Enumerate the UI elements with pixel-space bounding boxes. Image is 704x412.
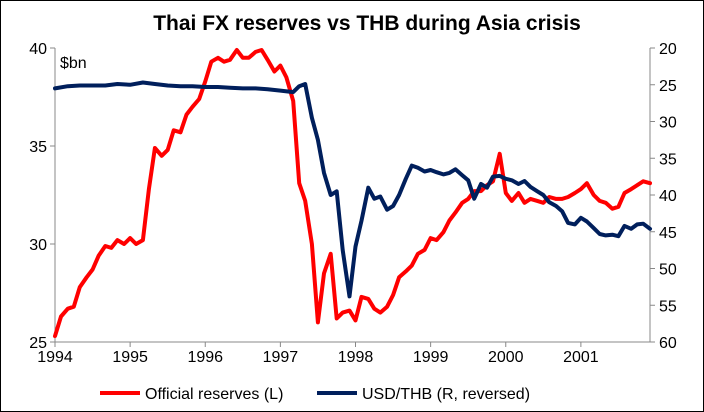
chart-title: Thai FX reserves vs THB during Asia cris… xyxy=(153,12,581,35)
legend: Official reserves (L) USD/THB (R, revers… xyxy=(100,386,530,403)
left-tick-label: 40 xyxy=(29,41,47,58)
x-tick-label: 1994 xyxy=(37,349,73,366)
legend-label-usd-thb: USD/THB (R, reversed) xyxy=(362,386,530,403)
left-tick-label: 35 xyxy=(29,139,47,156)
legend-label-official-reserves: Official reserves (L) xyxy=(145,386,283,403)
right-tick-label: 60 xyxy=(659,335,677,352)
right-tick-label: 50 xyxy=(659,262,677,279)
right-tick-label: 35 xyxy=(659,151,677,168)
x-tick-label: 1996 xyxy=(187,349,223,366)
left-axis-ticks: 25 30 35 40 xyxy=(29,41,55,352)
right-tick-label: 30 xyxy=(659,115,677,132)
right-tick-label: 45 xyxy=(659,225,677,242)
x-axis-ticks: 1994 1995 1996 1997 1998 1999 2000 2001 xyxy=(37,342,599,366)
right-axis-ticks: 20 25 30 35 40 45 50 55 60 xyxy=(650,41,677,352)
left-axis-unit: $bn xyxy=(60,55,87,72)
x-tick-label: 1995 xyxy=(112,349,148,366)
x-tick-label: 1998 xyxy=(338,349,374,366)
left-tick-label: 25 xyxy=(29,335,47,352)
series-line-official-reserves xyxy=(53,48,652,339)
right-tick-label: 40 xyxy=(659,188,677,205)
left-tick-label: 30 xyxy=(29,237,47,254)
right-tick-label: 20 xyxy=(659,41,677,58)
x-tick-label: 1999 xyxy=(413,349,449,366)
x-tick-label: 1997 xyxy=(263,349,299,366)
x-tick-label: 2001 xyxy=(563,349,599,366)
axes xyxy=(54,48,651,343)
x-tick-label: 2000 xyxy=(488,349,524,366)
right-tick-label: 25 xyxy=(659,78,677,95)
right-tick-label: 55 xyxy=(659,298,677,315)
series-line-usd-thb xyxy=(53,80,652,299)
